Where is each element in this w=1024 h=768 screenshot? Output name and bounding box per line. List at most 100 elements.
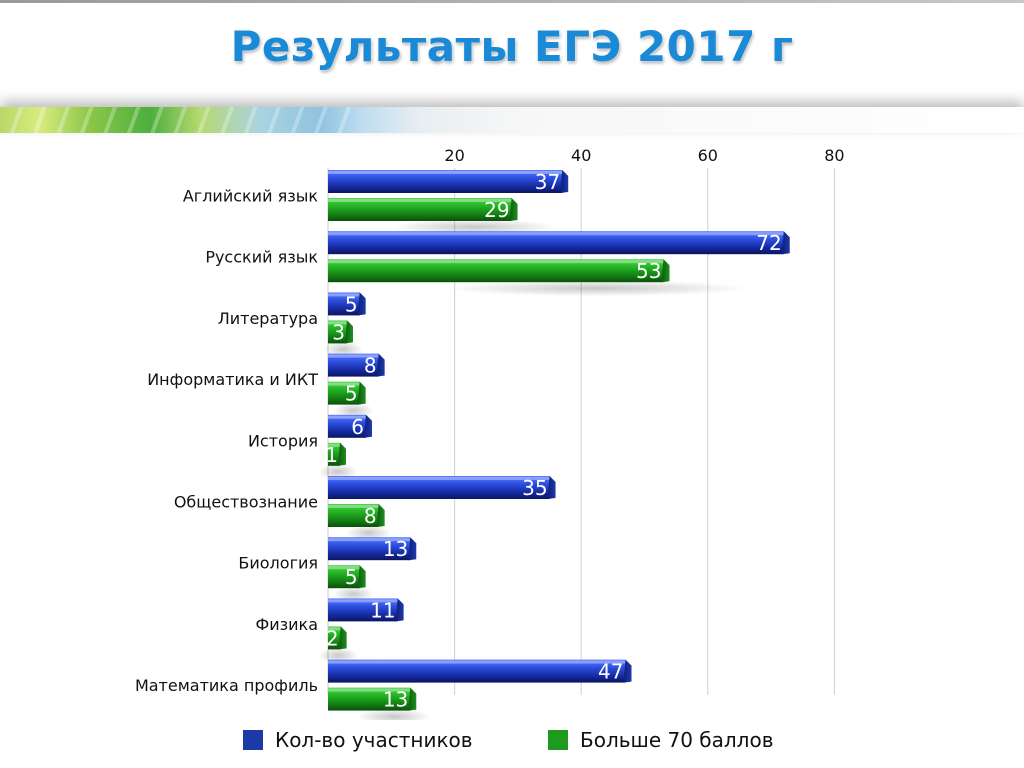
bar-highlight	[328, 354, 379, 358]
bar-shadow	[323, 341, 364, 358]
category-label: Математика профиль	[135, 676, 318, 695]
bar-highlight	[328, 627, 341, 631]
value-label-over70: 5	[345, 565, 358, 589]
legend-label-over70: Больше 70 баллов	[580, 728, 774, 752]
bar-participants	[328, 537, 411, 561]
value-label-over70: 1	[325, 443, 338, 467]
bar-shadow	[318, 647, 359, 664]
legend-swatch-over70	[548, 730, 568, 750]
bar-over70	[328, 198, 512, 221]
value-label-over70: 13	[383, 688, 408, 712]
bar-cap	[408, 537, 417, 561]
bar-highlight	[328, 660, 626, 664]
value-label-over70: 3	[332, 320, 345, 344]
top-rule	[0, 0, 1024, 3]
bar-highlight	[328, 566, 360, 570]
bar-highlight	[328, 538, 411, 542]
value-label-over70: 8	[364, 504, 377, 528]
value-label-participants: 5	[345, 292, 358, 316]
bar-shadow	[445, 280, 748, 297]
bar-shadow	[345, 525, 392, 541]
x-tick-label: 20	[444, 146, 464, 165]
decorative-banner	[0, 107, 1024, 133]
bar-cap	[363, 414, 372, 438]
category-label: Русский язык	[205, 248, 318, 267]
category-label: Литература	[218, 309, 318, 328]
category-label: Информатика и ИКТ	[147, 370, 318, 389]
category-label: Аглийский язык	[183, 187, 318, 206]
value-label-participants: 11	[370, 598, 395, 622]
bar-highlight	[328, 415, 366, 419]
bars	[328, 170, 790, 711]
bar-cap	[623, 659, 632, 683]
slide-title: Результаты ЕГЭ 2017 г	[230, 22, 794, 71]
bar-highlight	[328, 382, 360, 386]
bar-highlight	[328, 443, 340, 447]
legend: Кол-во участников Больше 70 баллов	[0, 727, 1024, 757]
labels: 20 40 60 80 Аглийский язык 37 29 Русский язык 72…	[135, 146, 845, 712]
bar-participants	[328, 353, 379, 377]
bar-cap	[547, 476, 556, 499]
bar-participants	[328, 598, 398, 622]
bar-cap	[357, 381, 366, 405]
bar-cap	[395, 598, 404, 622]
value-label-participants: 35	[522, 476, 547, 500]
bar-cap	[344, 320, 353, 344]
value-label-over70: 53	[636, 259, 661, 283]
bar-participants	[328, 414, 366, 438]
value-label-participants: 72	[756, 231, 781, 255]
bar-highlight	[328, 599, 398, 603]
bar-cap	[376, 353, 385, 377]
bar-cap	[357, 292, 366, 316]
bar-participants	[328, 659, 626, 683]
bar-highlight	[328, 260, 664, 264]
bar-participants	[328, 292, 360, 316]
bar-over70	[328, 504, 379, 527]
x-tick-label: 80	[824, 146, 844, 165]
bar-highlight	[328, 199, 512, 202]
bar-over70	[328, 320, 347, 344]
bar-over70	[328, 381, 360, 405]
x-tick-label: 40	[571, 146, 591, 165]
bar-highlight	[328, 232, 784, 236]
bar-cap	[338, 626, 347, 650]
category-label: История	[248, 431, 318, 450]
bar-participants	[328, 170, 563, 193]
value-label-participants: 13	[383, 537, 408, 561]
banner-stripes	[0, 107, 360, 133]
bar-highlight	[328, 293, 360, 297]
bar-participants	[328, 231, 784, 255]
bar-cap	[338, 442, 346, 466]
bar-highlight	[328, 688, 411, 692]
bar-highlight	[328, 321, 347, 325]
category-label: Биология	[238, 554, 318, 573]
bar-highlight	[328, 505, 379, 508]
bar-shadow	[392, 219, 558, 235]
value-label-over70: 29	[484, 198, 509, 222]
bar-over70	[328, 626, 341, 650]
bar-over70	[328, 442, 340, 466]
category-label: Обществознание	[174, 493, 318, 512]
legend-label-participants: Кол-во участников	[275, 728, 473, 752]
value-label-participants: 8	[364, 354, 377, 378]
bar-cap	[560, 170, 569, 193]
bar-shadow	[333, 402, 374, 419]
bar-cap	[408, 687, 417, 711]
bar-highlight	[328, 171, 563, 174]
bar-shadow	[356, 708, 431, 720]
bar-cap	[661, 259, 670, 283]
bar-highlight	[328, 477, 550, 480]
value-label-over70: 5	[345, 382, 358, 406]
bar-participants	[328, 476, 550, 499]
legend-swatch-participants	[243, 730, 263, 750]
bar-over70	[328, 687, 411, 711]
bar-over70	[328, 259, 664, 283]
value-label-participants: 6	[351, 415, 364, 439]
bar-cap	[509, 198, 518, 221]
category-label: Физика	[255, 615, 318, 634]
bar-cap	[357, 565, 366, 589]
bar-cap	[376, 504, 385, 527]
bar-over70	[328, 565, 360, 589]
bar-cap	[781, 231, 790, 255]
value-label-over70: 2	[326, 626, 339, 650]
